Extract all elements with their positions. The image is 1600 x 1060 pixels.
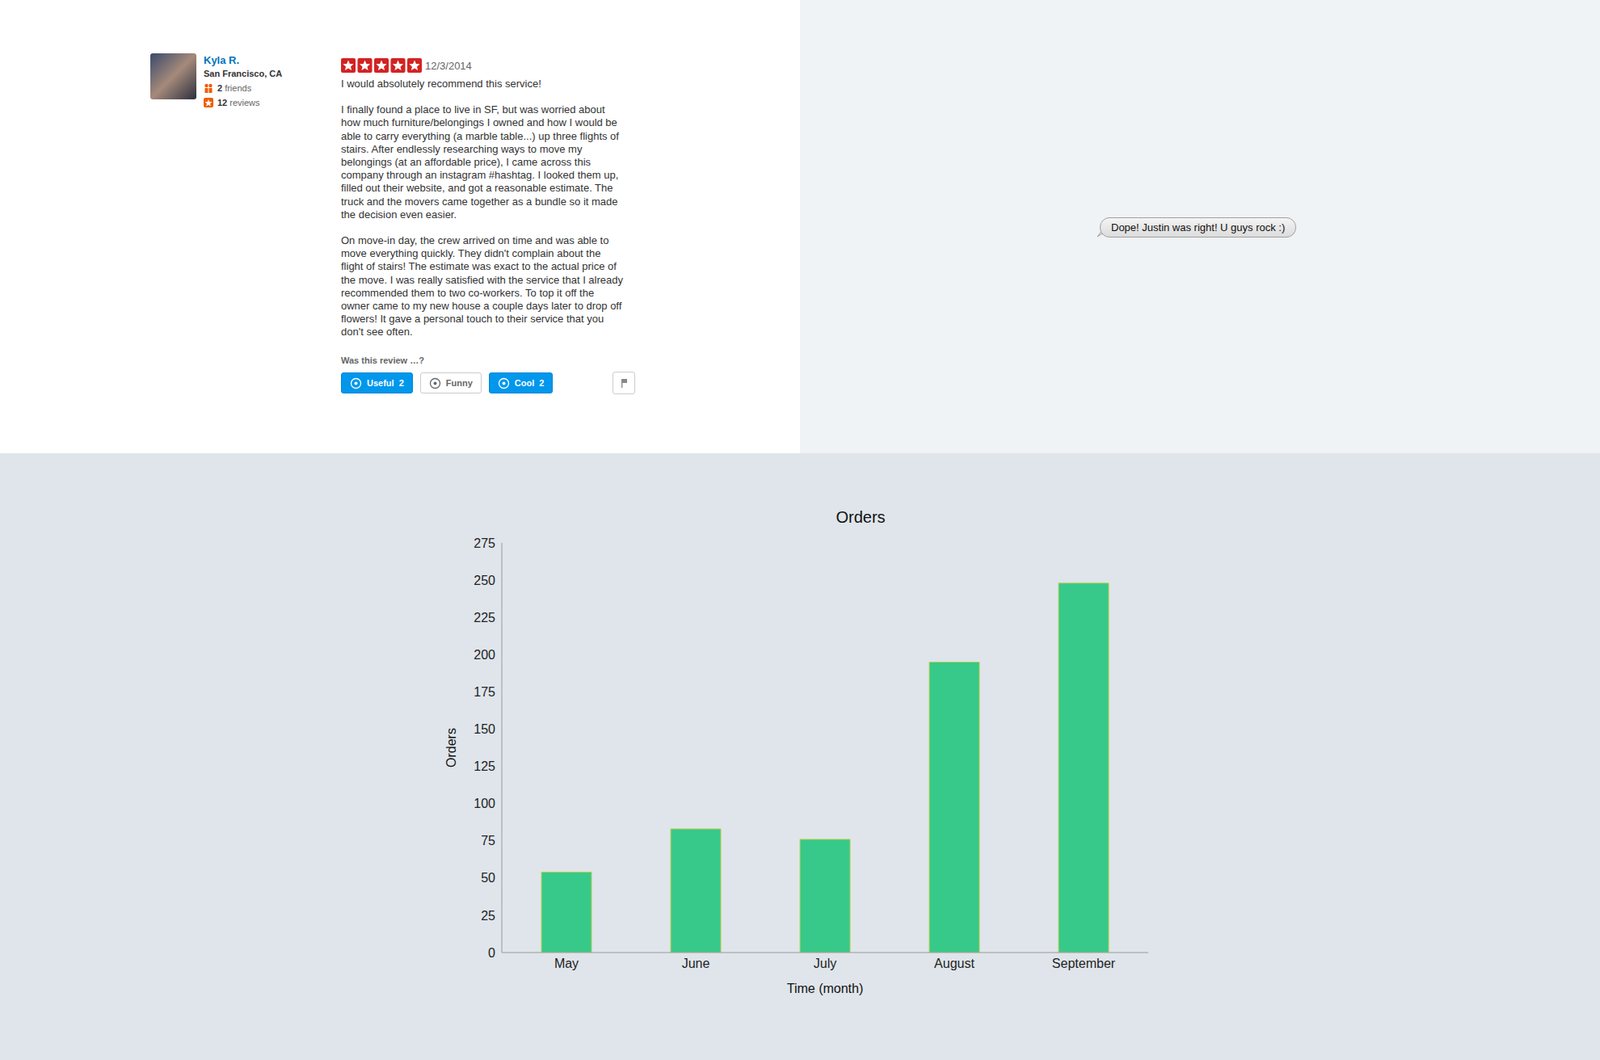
svg-text:July: July: [813, 956, 837, 971]
html-text:I finally found a place to liv: I finally found a place to live in SF, b…: [341, 103, 619, 221]
html-text:San Francisco, CA: San Francisco, CA: [203, 68, 283, 79]
html-text:12 reviews: 12 reviews: [217, 97, 260, 108]
svg-text:100: 100: [473, 796, 496, 811]
html-text:2 friends: 2 friends: [217, 83, 252, 93]
svg-text:175: 175: [473, 685, 496, 699]
html-text:Kyla R.: Kyla R.: [203, 54, 240, 67]
html-text:2: 2: [539, 378, 545, 388]
svg-text:75: 75: [480, 833, 496, 848]
svg-text:September: September: [1052, 956, 1116, 971]
html-text:I would absolutely recommend t: I would absolutely recommend this servic…: [341, 77, 542, 90]
svg-text:275: 275: [473, 536, 496, 551]
svg-text:Orders: Orders: [444, 728, 459, 768]
html-text:Funny: Funny: [445, 378, 473, 388]
html-text:12/3/2014: 12/3/2014: [425, 59, 472, 72]
svg-text:150: 150: [473, 722, 496, 737]
svg-text:125: 125: [473, 759, 496, 774]
html-text:Orders: Orders: [835, 508, 886, 527]
html-text:Was this review …?: Was this review …?: [341, 355, 425, 366]
svg-text:50: 50: [480, 871, 496, 885]
html-text:Useful 2: Useful 2: [366, 378, 404, 388]
html-text:Dope! Justin was right! U guys: Dope! Justin was right! U guys rock :): [1111, 221, 1286, 234]
svg-text:May: May: [554, 956, 579, 971]
svg-text:200: 200: [473, 648, 496, 662]
svg-text:June: June: [682, 956, 711, 971]
svg-text:0: 0: [488, 946, 496, 960]
svg-text:Time (month): Time (month): [787, 981, 864, 996]
svg-text:250: 250: [473, 573, 496, 588]
svg-text:225: 225: [473, 610, 496, 625]
html-text:Cool: Cool: [514, 378, 535, 388]
svg-text:25: 25: [480, 909, 496, 923]
html-text:On move-in day, the crew arriv: On move-in day, the crew arrived on time…: [341, 234, 624, 339]
svg-text:August: August: [934, 956, 975, 971]
